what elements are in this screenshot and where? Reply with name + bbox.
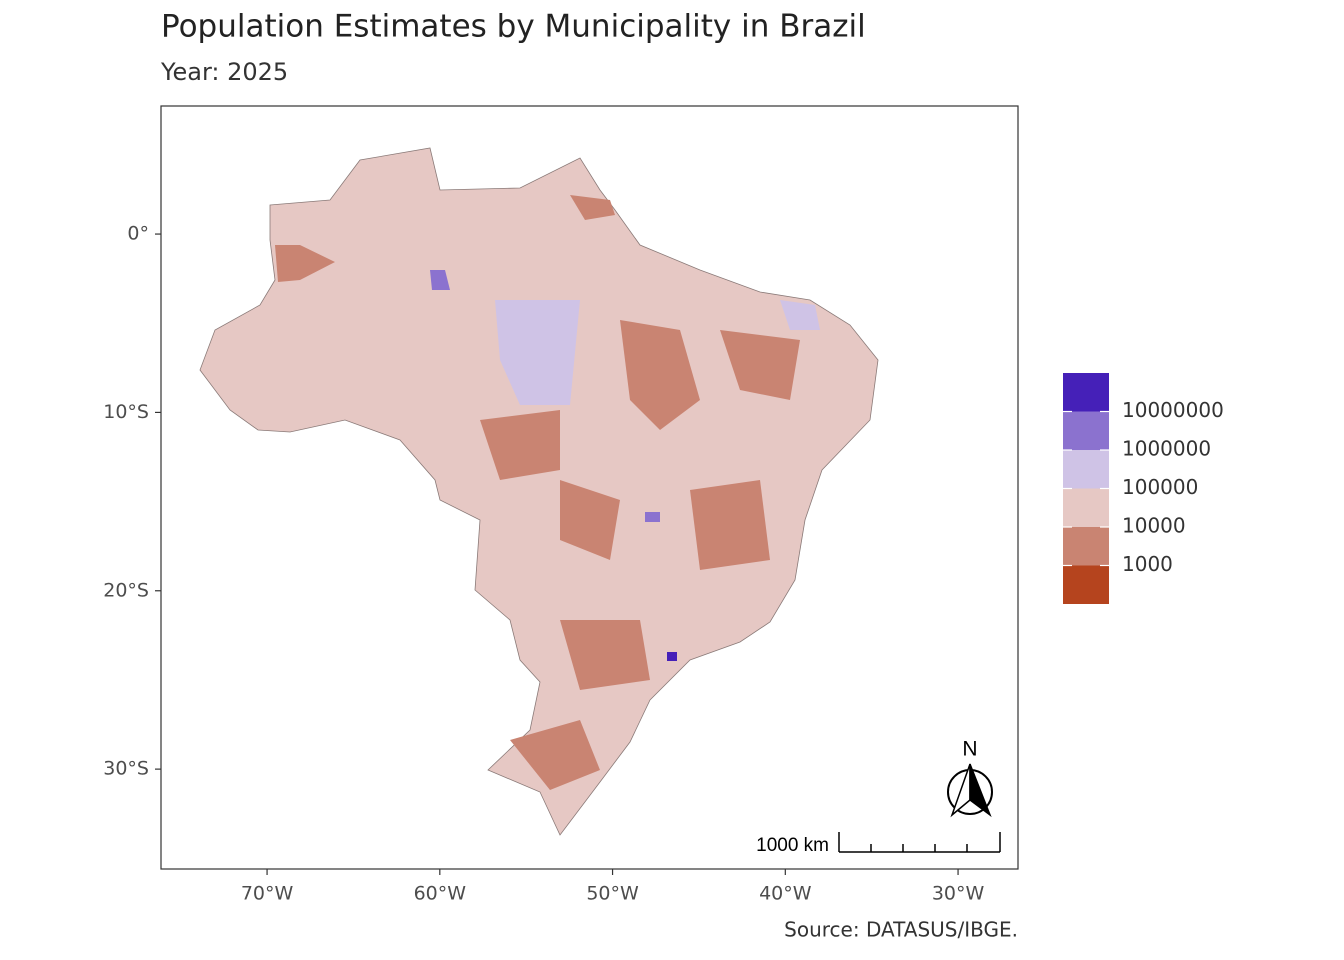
region-shape — [620, 320, 700, 430]
north-label: N — [962, 738, 977, 761]
region-shape — [495, 300, 580, 405]
north-arrow-right — [969, 763, 992, 818]
legend-key — [1063, 450, 1109, 489]
region-shape — [430, 270, 450, 290]
x-tick-label: 70°W — [241, 883, 294, 905]
region-shape — [480, 410, 560, 480]
y-tick-label: 20°S — [103, 579, 149, 601]
region-shape — [667, 652, 677, 661]
legend-key — [1063, 565, 1109, 604]
region-shape — [560, 480, 620, 560]
legend-key — [1063, 411, 1109, 450]
region-shape — [510, 720, 600, 790]
legend-label: 10000 — [1122, 514, 1186, 538]
region-shape — [645, 512, 660, 522]
legend-label: 10000000 — [1122, 398, 1224, 422]
chart-subtitle: Year: 2025 — [160, 58, 288, 86]
legend-key — [1063, 373, 1109, 412]
scale-bar — [838, 832, 1001, 853]
legend-label: 100000 — [1122, 475, 1198, 499]
region-shape — [690, 480, 770, 570]
map-shapes — [199, 147, 879, 836]
region-shape — [570, 195, 615, 220]
caption: Source: DATASUS/IBGE. — [784, 918, 1018, 942]
region-shape — [720, 330, 800, 400]
y-tick-label: 10°S — [103, 401, 149, 423]
north-arrow: N — [947, 738, 993, 818]
region-shape — [780, 300, 820, 330]
legend-key — [1063, 527, 1109, 566]
legend-label: 1000000 — [1122, 437, 1211, 461]
y-tick-label: 30°S — [103, 758, 149, 780]
scale-bar-label: 1000 km — [756, 835, 829, 856]
x-tick-label: 40°W — [759, 883, 812, 905]
region-shape — [275, 245, 335, 282]
y-tick-label: 0° — [127, 223, 149, 245]
chart-title: Population Estimates by Municipality in … — [161, 9, 866, 45]
region-shape — [560, 620, 650, 690]
x-tick-label: 60°W — [414, 883, 467, 905]
x-tick-label: 50°W — [586, 883, 639, 905]
legend-label: 1000 — [1122, 552, 1173, 576]
x-tick-label: 30°W — [932, 883, 985, 905]
legend-key — [1063, 488, 1109, 527]
